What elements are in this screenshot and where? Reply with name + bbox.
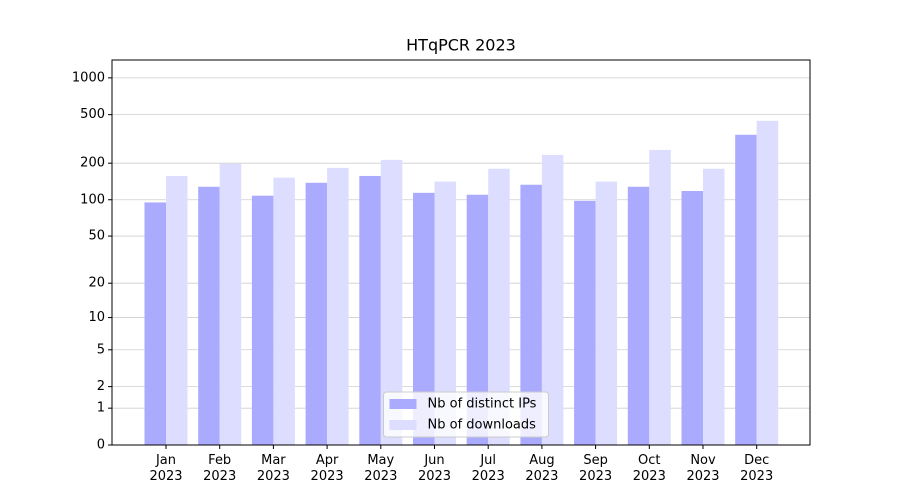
bar [541,154,564,445]
x-tick-label: Oct 2023 [632,453,666,484]
bar [166,175,188,445]
y-tick-label: 10 [88,310,105,325]
y-tick-label: 1000 [72,70,105,85]
y-tick-label: 50 [88,229,105,244]
y-tick-label: 0 [97,438,105,453]
bar [144,202,166,445]
y-tick-label: 200 [80,156,105,171]
bar [574,200,596,445]
legend-label: Nb of distinct IPs [428,397,537,412]
bar [251,195,274,445]
bar [305,182,328,445]
legend-swatch [389,399,417,409]
legend-box [383,391,549,438]
y-tick-label: 20 [88,276,105,291]
legend-label: Nb of downloads [428,418,537,433]
bar [681,191,703,445]
bar [359,175,381,445]
y-tick-label: 100 [80,192,105,207]
bar [703,168,725,445]
bar [380,159,403,445]
bar [273,177,295,446]
x-tick-label: Dec 2023 [740,453,774,484]
legend-swatch [389,420,417,430]
bar [488,168,510,445]
y-tick-label: 500 [80,107,105,122]
bar [198,186,220,445]
x-tick-label: Nov 2023 [686,453,720,484]
bar [756,120,779,446]
x-tick-label: Apr 2023 [310,453,344,484]
bar [520,184,542,445]
bar [466,194,489,445]
bar [219,163,242,445]
x-tick-label: Jul 2023 [471,453,505,484]
x-tick-label: May 2023 [364,453,398,484]
plot-frame [111,59,811,446]
x-tick-label: Mar 2023 [256,453,290,484]
bar [413,192,435,445]
y-tick-label: 1 [97,401,105,416]
x-tick-label: Aug 2023 [525,453,559,484]
chart-title: HTqPCR 2023 [406,36,516,55]
bar [649,149,671,445]
bar [434,181,456,445]
x-tick-label: Feb 2023 [203,453,237,484]
y-tick-label: 5 [97,342,105,357]
bar [595,181,618,445]
x-tick-label: Sep 2023 [579,453,613,484]
x-tick-label: Jan 2023 [149,453,183,484]
bar [327,167,349,445]
x-tick-label: Jun 2023 [417,453,452,484]
bar [735,134,757,445]
y-tick-label: 2 [97,379,105,394]
bar [627,186,650,445]
